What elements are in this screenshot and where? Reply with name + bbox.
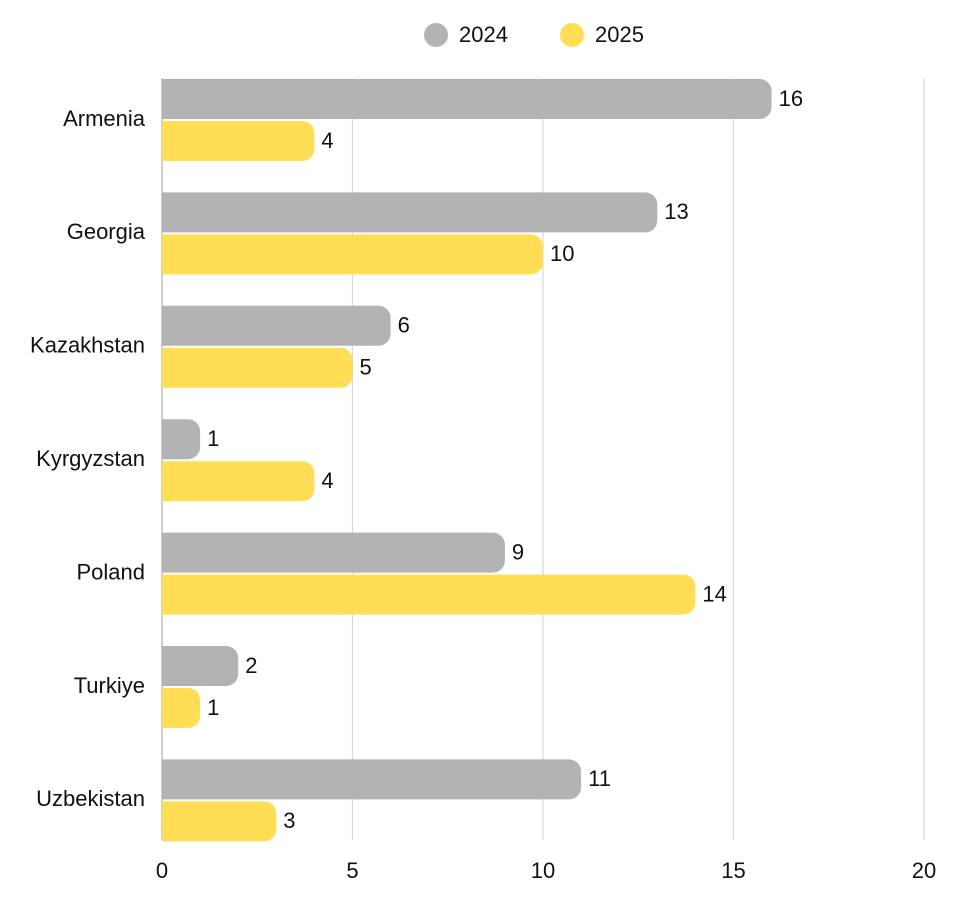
bar-georgia-2025 xyxy=(162,234,543,275)
value-label-armenia-2024: 16 xyxy=(779,86,803,111)
category-label-turkiye: Turkiye xyxy=(74,673,145,698)
bars xyxy=(162,79,772,842)
bar-kazakhstan-2025 xyxy=(162,347,353,388)
bar-armenia-2024 xyxy=(162,79,772,119)
category-label-kyrgyzstan: Kyrgyzstan xyxy=(36,446,145,471)
legend-swatch-2024 xyxy=(424,23,448,47)
x-tick-label-20: 20 xyxy=(912,858,936,883)
value-label-kyrgyzstan-2025: 4 xyxy=(321,468,333,493)
legend-label-2024: 2024 xyxy=(459,22,508,47)
value-label-uzbekistan-2024: 11 xyxy=(588,766,611,791)
bar-kazakhstan-2024 xyxy=(162,305,391,346)
value-label-turkiye-2024: 2 xyxy=(245,653,257,678)
category-label-armenia: Armenia xyxy=(63,106,146,131)
legend: 2024 2025 xyxy=(424,22,644,47)
bar-turkiye-2024 xyxy=(162,646,239,686)
x-tick-label-5: 5 xyxy=(346,858,358,883)
bar-kyrgyzstan-2025 xyxy=(162,461,315,502)
value-label-kazakhstan-2024: 6 xyxy=(398,313,410,338)
x-tick-label-15: 15 xyxy=(721,858,745,883)
category-label-uzbekistan: Uzbekistan xyxy=(36,786,145,811)
x-axis-ticks: 0 5 10 15 20 xyxy=(156,858,936,883)
grid xyxy=(161,78,925,840)
value-label-georgia-2025: 10 xyxy=(550,241,574,266)
category-label-kazakhstan: Kazakhstan xyxy=(30,333,145,358)
value-label-poland-2024: 9 xyxy=(512,539,524,564)
labels: Armenia164Georgia1310Kazakhstan65Kyrgyzs… xyxy=(30,86,803,833)
x-tick-label-0: 0 xyxy=(156,858,168,883)
bar-georgia-2024 xyxy=(162,192,658,233)
bar-poland-2025 xyxy=(162,574,696,615)
bar-poland-2024 xyxy=(162,532,505,573)
value-label-uzbekistan-2025: 3 xyxy=(283,808,295,833)
x-tick-label-10: 10 xyxy=(531,858,555,883)
bar-kyrgyzstan-2024 xyxy=(162,419,201,460)
value-label-kazakhstan-2025: 5 xyxy=(360,355,372,380)
value-label-kyrgyzstan-2024: 1 xyxy=(207,426,219,451)
value-label-turkiye-2025: 1 xyxy=(207,695,219,720)
bar-armenia-2025 xyxy=(162,121,315,161)
bar-uzbekistan-2025 xyxy=(162,801,277,842)
bar-uzbekistan-2024 xyxy=(162,759,582,800)
category-label-georgia: Georgia xyxy=(67,219,146,244)
legend-label-2025: 2025 xyxy=(595,22,644,47)
category-label-poland: Poland xyxy=(76,559,145,584)
value-label-armenia-2025: 4 xyxy=(321,128,333,153)
value-label-georgia-2024: 13 xyxy=(664,199,688,224)
legend-swatch-2025 xyxy=(560,23,584,47)
value-label-poland-2025: 14 xyxy=(702,581,726,606)
bar-turkiye-2025 xyxy=(162,688,201,728)
